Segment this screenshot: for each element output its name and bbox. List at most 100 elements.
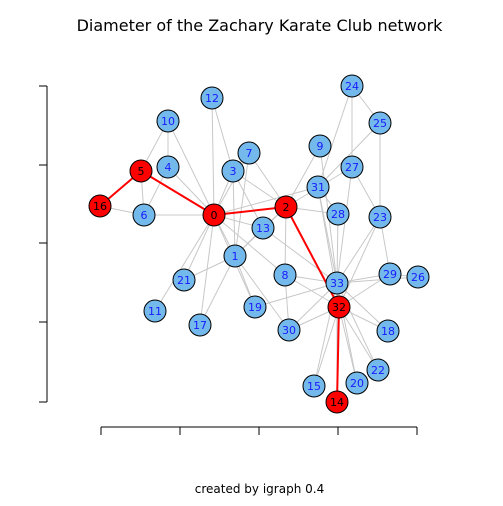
node-label: 3 — [230, 165, 237, 178]
node-circle — [88, 194, 112, 218]
diameter-edge-5-0 — [140, 170, 215, 216]
node-27: 27 — [340, 155, 364, 179]
node-label: 8 — [282, 269, 289, 282]
node-32: 32 — [327, 295, 351, 319]
node-23: 23 — [368, 205, 392, 229]
edge-23-33 — [336, 216, 381, 284]
edge-15-32 — [313, 306, 340, 387]
node-31: 31 — [306, 175, 330, 199]
node-circle — [274, 195, 298, 219]
node-circle — [129, 159, 153, 183]
node-5: 5 — [129, 159, 153, 183]
caption: created by igraph 0.4 — [194, 482, 325, 496]
edge-1-30 — [234, 255, 290, 331]
node-label: 1 — [232, 250, 239, 263]
node-circle — [202, 203, 226, 227]
node-label: 13 — [256, 222, 270, 235]
node-label: 31 — [311, 181, 325, 194]
edge-28-33 — [336, 213, 339, 284]
node-circle — [200, 86, 224, 110]
node-circle — [251, 216, 275, 240]
edge-26-33 — [336, 276, 419, 284]
node-21: 21 — [172, 268, 196, 292]
node-label: 19 — [248, 301, 262, 314]
node-29: 29 — [378, 262, 402, 286]
node-9: 9 — [308, 134, 332, 158]
node-circle — [378, 262, 402, 286]
node-15: 15 — [302, 374, 326, 398]
node-label: 30 — [282, 324, 296, 337]
node-7: 7 — [237, 141, 261, 165]
diameter-edge-0-2 — [213, 206, 287, 216]
diameter-edge-32-14 — [336, 306, 340, 403]
node-label: 7 — [246, 147, 253, 160]
node-label: 23 — [373, 211, 387, 224]
edge-2-9 — [285, 145, 321, 208]
node-label: 11 — [148, 305, 162, 318]
node-circle — [376, 319, 400, 343]
edge-27-33 — [336, 166, 353, 284]
node-label: 9 — [317, 140, 324, 153]
node-label: 24 — [345, 80, 359, 93]
edge-0-12 — [211, 97, 215, 216]
node-label: 4 — [165, 161, 172, 174]
node-2: 2 — [274, 195, 298, 219]
edge-13-33 — [262, 227, 338, 284]
node-22: 22 — [366, 358, 390, 382]
node-label: 17 — [193, 319, 207, 332]
node-circle — [302, 374, 326, 398]
edge-0-17 — [199, 214, 215, 326]
node-circle — [156, 155, 180, 179]
edge-23-32 — [338, 216, 381, 308]
node-circle — [243, 295, 267, 319]
node-24: 24 — [340, 74, 364, 98]
edge-0-31 — [213, 186, 319, 216]
edge-0-21 — [183, 214, 215, 281]
node-circle — [340, 155, 364, 179]
node-18: 18 — [376, 319, 400, 343]
node-33: 33 — [325, 271, 349, 295]
node-label: 15 — [307, 380, 321, 393]
edge-0-7 — [213, 152, 250, 216]
node-19: 19 — [243, 295, 267, 319]
node-label: 29 — [383, 268, 397, 281]
node-circle — [327, 295, 351, 319]
node-label: 25 — [373, 117, 387, 130]
node-4: 4 — [156, 155, 180, 179]
node-16: 16 — [88, 194, 112, 218]
node-10: 10 — [156, 109, 180, 133]
node-circle — [273, 263, 297, 287]
node-label: 6 — [141, 209, 148, 222]
node-label: 10 — [161, 115, 175, 128]
node-circle — [223, 244, 247, 268]
node-13: 13 — [251, 216, 275, 240]
edge-0-11 — [154, 214, 215, 312]
node-label: 2 — [283, 201, 290, 214]
node-12: 12 — [200, 86, 224, 110]
edge-1-7 — [234, 152, 250, 257]
node-label: 0 — [211, 209, 218, 222]
node-circle — [188, 313, 212, 337]
node-label: 26 — [411, 271, 425, 284]
chart-title: Diameter of the Zachary Karate Club netw… — [76, 16, 443, 35]
node-circle — [325, 271, 349, 295]
node-label: 18 — [381, 325, 395, 338]
node-circle — [368, 111, 392, 135]
edge-24-31 — [317, 85, 353, 188]
node-circle — [345, 371, 369, 395]
node-circle — [156, 109, 180, 133]
node-circle — [326, 202, 350, 226]
node-14: 14 — [325, 390, 349, 414]
node-28: 28 — [326, 202, 350, 226]
node-circle — [237, 141, 261, 165]
node-1: 1 — [223, 244, 247, 268]
node-label: 27 — [345, 161, 359, 174]
edge-31-33 — [317, 186, 338, 284]
edge-0-10 — [167, 120, 215, 216]
edge-22-32 — [338, 306, 379, 371]
axes — [39, 85, 418, 435]
node-label: 14 — [330, 396, 344, 409]
node-label: 16 — [93, 200, 107, 213]
node-26: 26 — [406, 265, 430, 289]
